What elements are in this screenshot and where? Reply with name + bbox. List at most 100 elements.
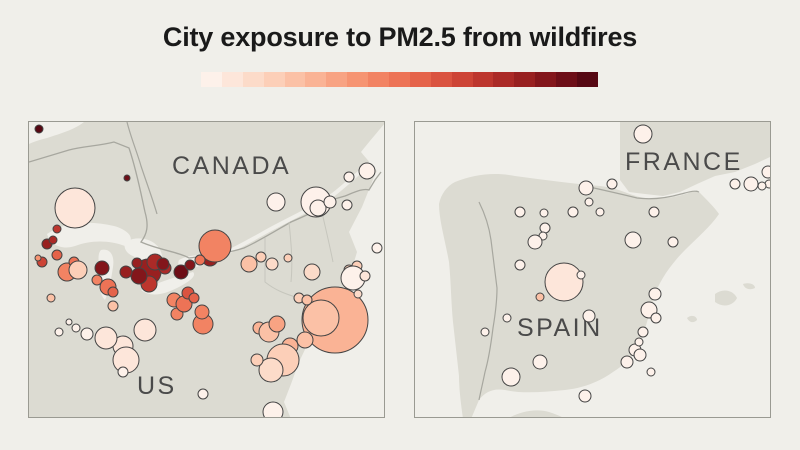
us-canada-city-marker <box>34 254 42 262</box>
us-canada-city-marker <box>302 299 340 337</box>
us-canada-city-marker <box>262 401 284 417</box>
spain-city-marker <box>578 180 594 196</box>
color-scale-swatch <box>326 72 348 87</box>
us-canada-city-marker <box>258 357 284 383</box>
spain-city-marker <box>620 355 634 369</box>
color-scale-swatch <box>577 72 598 87</box>
us-canada-city-marker <box>250 353 264 367</box>
us-canada-city-marker <box>68 260 88 280</box>
us-canada-city-marker <box>119 265 133 279</box>
spain-city-marker <box>567 206 579 218</box>
gulf-st-lawrence <box>361 124 384 181</box>
us-canada-city-marker <box>296 331 314 349</box>
us-canada-city-marker <box>107 300 119 312</box>
us-canada-city-marker <box>54 327 64 337</box>
us-canada-city-marker <box>71 323 81 333</box>
border-spain-portugal <box>478 201 498 401</box>
spain-city-marker <box>582 309 596 323</box>
label-canada: CANADA <box>172 152 291 180</box>
spain-city-marker <box>514 206 526 218</box>
spain-city-marker <box>606 178 618 190</box>
spain-city-marker <box>648 206 660 218</box>
spain-city-marker <box>648 287 662 301</box>
us-canada-city-marker <box>343 171 355 183</box>
color-scale-swatch <box>284 72 306 87</box>
spain-city-marker <box>502 313 512 323</box>
spain-city-marker <box>667 236 679 248</box>
us-canada-city-marker <box>303 263 321 281</box>
us-canada-city-marker <box>117 366 129 378</box>
us-canada-city-marker <box>54 187 96 229</box>
color-scale-swatch <box>242 72 264 87</box>
spain-city-marker <box>650 312 662 324</box>
island-mallorca <box>715 290 737 306</box>
us-canada-city-marker <box>131 257 143 269</box>
color-scale-swatch <box>514 72 536 87</box>
color-scale-swatch <box>368 72 390 87</box>
island-menorca <box>743 283 755 290</box>
spain-city-marker <box>544 262 584 302</box>
color-scale-swatch <box>347 72 369 87</box>
color-scale-swatch <box>535 72 557 87</box>
color-scale-swatch <box>221 72 243 87</box>
color-scale-swatch <box>472 72 494 87</box>
color-scale-swatch <box>451 72 473 87</box>
color-scale-swatch <box>201 72 222 87</box>
color-scale-swatch <box>263 72 285 87</box>
spain-city-marker <box>539 222 551 234</box>
us-canada-city-marker <box>133 318 157 342</box>
us-canada-city-marker <box>65 318 73 326</box>
color-scale-legend <box>201 72 598 87</box>
us-canada-city-marker <box>46 293 56 303</box>
spain-city-marker <box>633 348 647 362</box>
us-canada-city-marker <box>309 199 327 217</box>
us-canada-city-marker <box>198 229 232 263</box>
us-canada-city-marker <box>188 292 200 304</box>
spain-city-marker <box>578 389 592 403</box>
chart-title: City exposure to PM2.5 from wildfires <box>162 22 638 52</box>
spain-city-marker <box>634 337 644 347</box>
spain-city-marker <box>761 165 770 179</box>
spain-city-marker <box>514 259 526 271</box>
us-canada-city-marker <box>51 249 63 261</box>
us-canada-city-marker <box>353 289 363 299</box>
spain-city-marker <box>729 178 741 190</box>
spain-city-marker <box>501 367 521 387</box>
color-scale-swatch <box>430 72 452 87</box>
spain-city-marker <box>646 367 656 377</box>
us-canada-city-marker <box>123 174 131 182</box>
spain-city-marker <box>595 207 605 217</box>
us-canada-city-marker <box>197 388 209 400</box>
land-france <box>620 122 770 196</box>
spain-city-marker <box>757 181 767 191</box>
spain-city-marker <box>480 327 490 337</box>
city-markers-us-canada <box>34 124 383 417</box>
island-ibiza <box>687 315 697 323</box>
us-canada-city-marker <box>341 199 353 211</box>
color-scale-swatch <box>409 72 431 87</box>
land-iberia <box>439 174 719 417</box>
color-scale-swatch <box>493 72 515 87</box>
color-scale-swatch <box>389 72 410 87</box>
spain-city-marker <box>637 326 649 338</box>
us-canada-city-marker <box>94 260 110 276</box>
us-canada-city-marker <box>358 162 376 180</box>
us-canada-city-marker <box>107 286 119 298</box>
us-canada-city-marker <box>301 294 313 306</box>
us-canada-city-marker <box>130 267 148 285</box>
map-panel-spain: FRANCE SPAIN <box>414 121 771 418</box>
spain-city-marker <box>576 270 586 280</box>
spain-city-marker <box>532 354 548 370</box>
color-scale-swatch <box>556 72 578 87</box>
label-us: US <box>137 372 177 400</box>
province-border <box>126 122 158 215</box>
us-canada-city-marker <box>194 304 210 320</box>
us-canada-city-marker <box>94 326 118 350</box>
us-canada-city-marker <box>359 270 371 282</box>
map-spain-svg: FRANCE SPAIN <box>415 122 770 417</box>
us-canada-city-marker <box>323 195 337 209</box>
us-canada-city-marker <box>34 124 44 134</box>
us-canada-city-marker <box>265 257 279 271</box>
spain-city-marker <box>527 234 543 250</box>
us-canada-city-marker <box>194 254 206 266</box>
